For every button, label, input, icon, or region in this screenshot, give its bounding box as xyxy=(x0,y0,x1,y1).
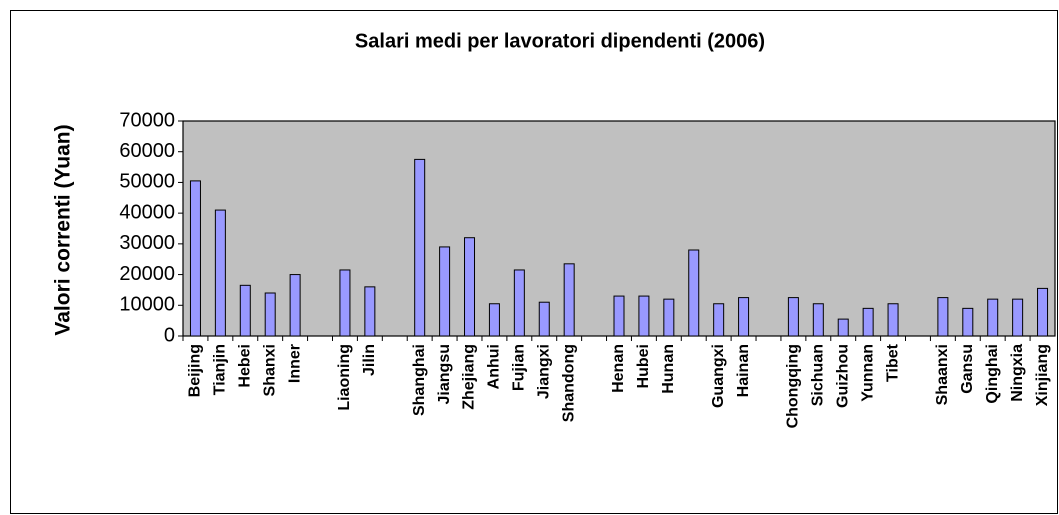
bar xyxy=(339,269,351,337)
bar xyxy=(613,295,625,337)
x-tick-label: Henan xyxy=(610,344,627,393)
x-tick-label: Anhui xyxy=(486,344,503,389)
x-tick-label: Hainan xyxy=(735,344,752,397)
y-tick-label: 20000 xyxy=(119,263,175,285)
x-tick-label: Xinjiang xyxy=(1034,344,1051,406)
bar xyxy=(214,209,226,337)
bar xyxy=(513,269,525,337)
x-tick-label: Hunan xyxy=(660,344,677,394)
bar xyxy=(663,298,675,337)
x-tick-label: Qinghai xyxy=(984,344,1001,404)
bar xyxy=(987,298,999,337)
x-tick-label: Sichuan xyxy=(810,344,827,406)
y-tick-label: 50000 xyxy=(119,171,175,193)
x-tick-label: Hubei xyxy=(635,344,652,388)
y-axis-label: Valori correnti (Yuan) xyxy=(52,124,75,335)
x-tick-label: Shaanxi xyxy=(934,344,951,405)
bar xyxy=(464,237,476,337)
bar xyxy=(1012,298,1024,337)
bar xyxy=(1037,287,1049,337)
x-tick-label: Beijing xyxy=(187,344,204,397)
bar xyxy=(638,295,650,337)
x-tick-label: Guangxi xyxy=(710,344,727,408)
x-tick-label: Shandong xyxy=(560,344,577,422)
y-tick-label: 10000 xyxy=(119,294,175,316)
x-tick-label: Jilin xyxy=(361,344,378,376)
x-tick-label: Chongqing xyxy=(785,344,802,428)
x-tick-label: Tibet xyxy=(884,343,901,382)
x-tick-label: Inner xyxy=(286,344,303,383)
x-tick-label: Gansu xyxy=(959,344,976,394)
bar xyxy=(264,292,276,337)
bar xyxy=(688,249,700,337)
bar xyxy=(787,297,799,337)
bar xyxy=(289,274,301,337)
y-tick-label: 60000 xyxy=(119,140,175,162)
bar xyxy=(937,297,949,337)
y-tick-label: 30000 xyxy=(119,232,175,254)
bar xyxy=(189,180,201,337)
x-tick-label: Yunnan xyxy=(859,344,876,402)
bar xyxy=(862,307,874,337)
bar xyxy=(439,246,451,337)
x-tick-label: Zhejiang xyxy=(461,344,478,410)
y-tick-label: 0 xyxy=(164,324,175,346)
y-tick-label: 70000 xyxy=(119,109,175,131)
bar xyxy=(239,284,251,337)
bar xyxy=(837,318,849,337)
chart-title: Salari medi per lavoratori dipendenti (2… xyxy=(355,30,765,52)
bar xyxy=(713,303,725,337)
x-tick-label: Guizhou xyxy=(834,344,851,408)
bar xyxy=(563,263,575,337)
x-tick-label: Jiangsu xyxy=(436,344,453,404)
x-tick-label: Fujian xyxy=(511,344,528,391)
bar xyxy=(488,303,500,337)
x-tick-label: Tianjin xyxy=(212,344,229,395)
x-tick-label: Jiangxi xyxy=(535,344,552,399)
x-tick-label: Ningxia xyxy=(1009,344,1026,402)
bar xyxy=(538,301,550,337)
x-tick-label: Shanxi xyxy=(261,344,278,396)
y-tick-label: 40000 xyxy=(119,201,175,223)
x-tick-label: Shanghai xyxy=(411,344,428,416)
bar xyxy=(364,286,376,337)
x-tick-label: Hebei xyxy=(237,344,254,388)
bar xyxy=(887,303,899,337)
bar xyxy=(812,303,824,337)
bar xyxy=(414,158,426,337)
x-tick-label: Liaoning xyxy=(336,344,353,411)
bar xyxy=(962,307,974,337)
bar xyxy=(738,297,750,337)
